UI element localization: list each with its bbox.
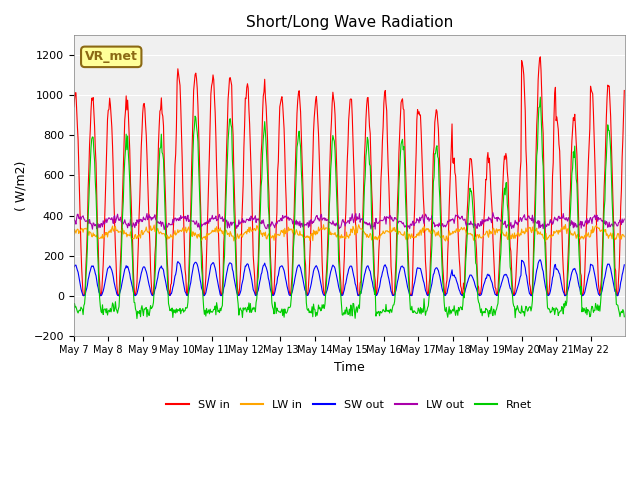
Line: SW out: SW out [74,260,624,296]
SW out [285,289,292,295]
SW in [285,268,292,274]
LW in [541,239,549,244]
Legend: SW in, LW in, SW out, LW out, Rnet: SW in, LW in, SW out, LW out, Rnet [162,395,537,414]
Rnet [620,314,628,320]
X-axis label: Time: Time [334,361,365,374]
SW out [79,293,87,299]
SW in [135,213,143,219]
LW out [406,221,414,227]
SW in [406,292,414,298]
Rnet [135,311,143,316]
Text: VR_met: VR_met [85,50,138,63]
LW out [437,223,445,229]
SW in [236,273,244,279]
LW in [284,229,291,235]
LW out [489,210,497,216]
Rnet [285,304,292,310]
SW out [264,269,271,275]
SW in [264,138,271,144]
LW in [236,233,243,239]
Rnet [70,309,77,315]
LW out [196,227,204,233]
Line: LW out: LW out [74,213,624,230]
LW out [285,214,292,220]
LW in [70,232,77,238]
LW in [561,222,569,228]
Rnet [437,238,445,244]
Rnet [536,94,544,100]
LW out [70,216,77,221]
SW in [437,216,445,222]
SW out [70,264,77,270]
LW in [263,236,271,242]
SW out [236,290,244,296]
SW out [135,281,143,287]
Line: SW in: SW in [74,57,624,296]
LW out [264,222,271,228]
LW in [134,235,142,240]
LW out [134,221,142,227]
Line: Rnet: Rnet [74,97,624,319]
SW out [406,293,414,299]
Rnet [133,316,141,322]
Rnet [406,307,414,312]
LW in [620,234,628,240]
SW in [536,54,544,60]
LW in [436,235,444,240]
LW out [620,216,628,222]
SW in [79,293,87,299]
Rnet [236,305,244,311]
SW in [620,88,628,94]
LW in [406,231,413,237]
Line: LW in: LW in [74,225,624,241]
SW out [437,281,445,287]
SW in [70,104,77,110]
SW out [536,257,544,263]
LW out [236,220,244,226]
Y-axis label: ( W/m2): ( W/m2) [15,160,28,211]
SW out [620,262,628,268]
Title: Short/Long Wave Radiation: Short/Long Wave Radiation [246,15,453,30]
Rnet [264,172,271,178]
